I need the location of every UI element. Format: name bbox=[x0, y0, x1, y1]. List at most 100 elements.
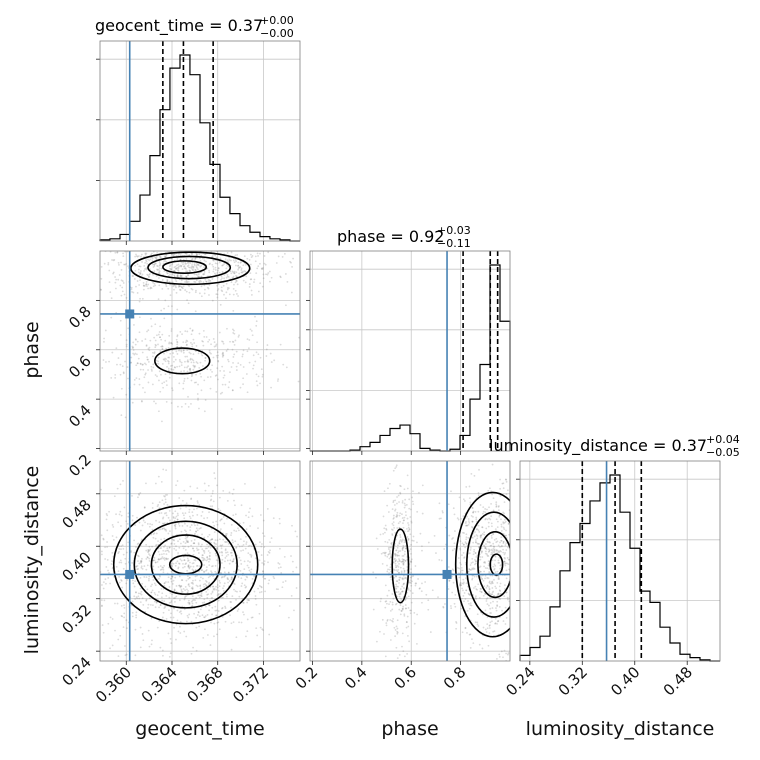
scatter-point bbox=[193, 366, 196, 369]
scatter-point bbox=[191, 599, 194, 602]
scatter-point bbox=[496, 549, 499, 552]
scatter-point bbox=[169, 372, 171, 375]
scatter-point bbox=[204, 246, 206, 248]
scatter-point bbox=[259, 262, 261, 265]
scatter-point bbox=[204, 489, 207, 492]
scatter-point bbox=[214, 552, 217, 555]
scatter-point bbox=[503, 521, 506, 524]
scatter-point bbox=[233, 270, 236, 273]
scatter-point bbox=[255, 627, 258, 630]
scatter-point bbox=[110, 563, 113, 565]
scatter-point bbox=[148, 557, 151, 560]
scatter-point bbox=[397, 550, 400, 553]
scatter-point bbox=[122, 547, 125, 550]
scatter-point bbox=[410, 601, 413, 604]
scatter-point bbox=[203, 410, 206, 413]
scatter-point bbox=[471, 526, 474, 529]
scatter-point bbox=[495, 501, 498, 504]
scatter-point bbox=[478, 596, 481, 599]
scatter-point bbox=[157, 577, 160, 580]
scatter-point bbox=[115, 565, 118, 568]
scatter-point bbox=[193, 263, 196, 266]
scatter-point bbox=[158, 667, 160, 669]
scatter-point bbox=[154, 593, 157, 596]
scatter-point bbox=[107, 263, 110, 266]
scatter-point bbox=[211, 596, 214, 599]
scatter-point bbox=[398, 579, 401, 582]
scatter-point bbox=[492, 547, 495, 550]
scatter-point bbox=[193, 559, 196, 561]
scatter-point bbox=[138, 316, 141, 319]
scatter-point bbox=[473, 535, 476, 538]
scatter-point bbox=[133, 378, 136, 381]
scatter-point bbox=[235, 598, 237, 601]
scatter-point bbox=[477, 529, 480, 532]
scatter-point bbox=[494, 622, 497, 625]
scatter-point bbox=[256, 241, 258, 243]
scatter-point bbox=[505, 542, 508, 544]
scatter-point bbox=[410, 560, 413, 563]
scatter-point bbox=[150, 533, 153, 536]
scatter-point bbox=[227, 571, 230, 574]
scatter-point bbox=[216, 594, 219, 597]
scatter-point bbox=[510, 559, 512, 561]
scatter-point bbox=[246, 338, 249, 341]
scatter-point bbox=[144, 362, 146, 365]
scatter-point bbox=[213, 542, 216, 545]
scatter-point bbox=[183, 565, 186, 568]
scatter-point bbox=[452, 537, 454, 539]
scatter-point bbox=[212, 338, 215, 340]
scatter-point bbox=[242, 383, 244, 386]
scatter-point bbox=[200, 594, 203, 597]
scatter-point bbox=[216, 293, 219, 296]
scatter-point bbox=[178, 252, 180, 255]
scatter-point bbox=[402, 567, 405, 570]
scatter-point bbox=[462, 578, 465, 581]
scatter-point bbox=[409, 581, 412, 584]
scatter-point bbox=[123, 612, 126, 615]
scatter-point bbox=[203, 598, 206, 601]
scatter-point bbox=[281, 586, 284, 589]
scatter-point bbox=[191, 330, 194, 332]
scatter-point bbox=[188, 602, 191, 604]
scatter-point bbox=[391, 542, 393, 544]
scatter-point bbox=[536, 565, 538, 567]
scatter-point bbox=[188, 566, 191, 569]
scatter-point bbox=[95, 479, 97, 481]
scatter-point bbox=[290, 594, 293, 597]
scatter-point bbox=[114, 276, 116, 278]
scatter-point bbox=[389, 639, 392, 641]
scatter-point bbox=[67, 280, 69, 282]
scatter-point bbox=[482, 579, 485, 582]
scatter-point bbox=[148, 549, 151, 552]
scatter-point bbox=[395, 553, 398, 556]
scatter-point bbox=[537, 625, 539, 627]
scatter-point bbox=[173, 589, 176, 592]
scatter-point bbox=[161, 362, 164, 365]
scatter-point bbox=[168, 550, 170, 553]
scatter-point bbox=[220, 275, 223, 278]
scatter-point bbox=[200, 592, 203, 595]
scatter-point bbox=[101, 584, 103, 586]
scatter-point bbox=[469, 602, 472, 605]
scatter-point bbox=[489, 593, 492, 595]
scatter-point bbox=[496, 600, 499, 603]
scatter-point bbox=[481, 533, 484, 535]
scatter-point bbox=[516, 523, 518, 525]
scatter-point bbox=[138, 284, 141, 286]
scatter-point bbox=[214, 375, 217, 377]
scatter-point bbox=[96, 559, 98, 561]
scatter-point bbox=[187, 266, 190, 269]
scatter-point bbox=[488, 550, 491, 553]
scatter-point bbox=[480, 591, 483, 594]
scatter-point bbox=[217, 354, 219, 357]
scatter-point bbox=[165, 529, 168, 532]
scatter-point bbox=[487, 541, 489, 544]
x-tick-label-luminosity_distance-3: 0.48 bbox=[660, 663, 696, 699]
scatter-point bbox=[56, 264, 58, 266]
scatter-point bbox=[98, 350, 100, 352]
scatter-point bbox=[395, 559, 398, 562]
scatter-point bbox=[498, 589, 501, 592]
scatter-point bbox=[130, 288, 133, 291]
scatter-point bbox=[167, 272, 169, 275]
